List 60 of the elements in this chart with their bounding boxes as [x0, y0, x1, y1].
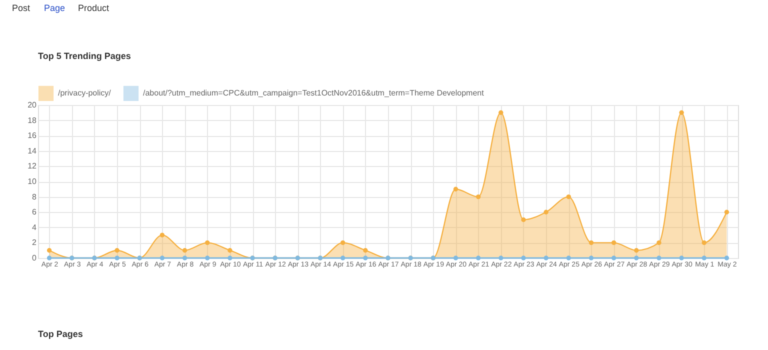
point: [114, 256, 120, 260]
y-tick-label: 18: [28, 116, 38, 125]
point: [476, 256, 481, 260]
y-tick-label: 8: [32, 192, 38, 202]
point: [363, 256, 368, 260]
point: [566, 256, 571, 260]
point: [205, 256, 210, 260]
point: [656, 256, 662, 260]
text: Product: [78, 3, 110, 13]
point: [228, 248, 232, 253]
point: [340, 240, 346, 246]
point: [702, 256, 706, 260]
y-tick-label: 6: [32, 208, 38, 217]
point: [46, 248, 52, 253]
point: [160, 256, 165, 260]
chart-title: Top 5 Trending Pages: [38, 51, 131, 61]
legend-label: /about/?utm_medium=CPC&utm_campaign=Test1OctNov2016&utm_term=Theme Development: [143, 88, 485, 98]
point: [340, 256, 346, 260]
point: [724, 210, 730, 214]
point: [363, 248, 368, 253]
point: [453, 256, 458, 260]
y-tick-label: 14: [28, 146, 38, 156]
point: [498, 256, 504, 260]
point: [634, 248, 639, 253]
point: [160, 232, 165, 238]
point: [476, 194, 481, 200]
text: Top Pages: [38, 329, 83, 339]
point: [611, 240, 616, 246]
point: [228, 256, 232, 260]
point: [114, 248, 120, 253]
y-tick-label: 2: [32, 238, 38, 248]
y-tick-label: 16: [28, 131, 38, 140]
y-tick-label: 12: [28, 162, 38, 171]
point: [588, 256, 594, 260]
point: [544, 210, 548, 214]
point: [46, 256, 52, 260]
point: [611, 256, 616, 260]
point: [702, 240, 706, 246]
y-tick-label: 20: [28, 100, 38, 110]
text: Page: [44, 3, 66, 13]
point: [634, 256, 639, 260]
y-tick-label: 10: [28, 177, 38, 186]
point: [724, 256, 730, 260]
text: Post: [12, 3, 31, 13]
point: [205, 240, 210, 246]
point: [679, 110, 684, 115]
point: [521, 217, 526, 222]
y-tick-label: 0: [32, 254, 38, 262]
point: [453, 186, 458, 192]
legend-label: /privacy-policy/: [58, 88, 112, 98]
point: [182, 248, 188, 253]
point: [182, 256, 188, 260]
point: [679, 256, 684, 260]
point: [588, 240, 594, 246]
point: [498, 110, 504, 115]
point: [656, 240, 662, 246]
y-tick-label: 4: [32, 222, 38, 232]
point: [566, 194, 571, 200]
point: [521, 256, 526, 260]
point: [544, 256, 548, 260]
